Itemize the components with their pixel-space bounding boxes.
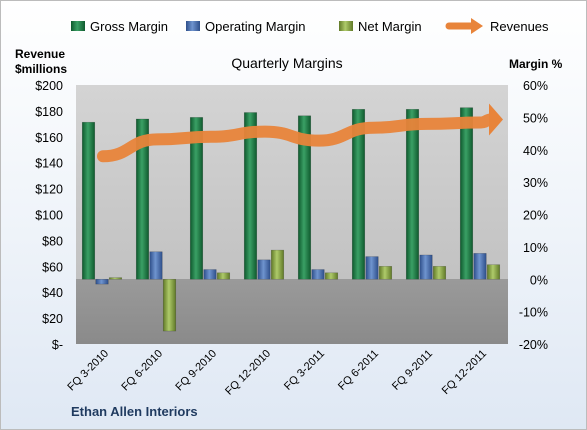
left-tick-label: $60 [42,260,63,274]
bars [81,107,501,332]
category-label: FQ 9-2010 [173,348,219,394]
left-tick-label: $100 [35,209,63,223]
revenues-line [97,113,497,163]
right-tick-label: 10% [523,241,548,255]
right-tick-label: -20% [519,338,548,352]
net-margin-bar [162,278,177,332]
left-axis-ticks: $- $20 $40 $60 $80 $100 $120 $140 $160 $180 $200 [35,79,63,352]
category-labels: FQ 3-2010 FQ 6-2010 FQ 9-2010 FQ 12-2010 FQ … [65,348,489,398]
legend-swatch-operating-margin [186,21,200,31]
operating-margin-bar [473,253,487,280]
gross-margin-bar [297,115,312,280]
category-label: FQ 12-2010 [223,348,273,398]
gross-margin-bar [189,117,204,280]
net-margin-bar [108,277,123,280]
net-margin-bar [216,272,231,280]
category-label: FQ 9-2011 [390,348,435,393]
left-axis-label-line1: Revenue [15,47,65,61]
right-tick-label: -10% [519,306,548,320]
legend-label-net-margin: Net Margin [358,19,422,34]
legend-label-revenues: Revenues [490,19,549,34]
legend-swatch-net-margin [339,21,353,31]
right-axis-label: Margin % [509,57,563,71]
operating-margin-bar [419,254,433,280]
right-tick-label: 50% [523,111,548,125]
left-tick-label: $180 [35,105,63,119]
right-tick-label: 60% [523,79,548,93]
category-label: FQ 3-2011 [282,348,327,393]
left-tick-label: $160 [35,131,63,145]
category-label: FQ 6-2010 [119,348,165,394]
net-margin-bar [324,272,339,280]
left-tick-label: $120 [35,183,63,197]
chart-title: Quarterly Margins [231,55,342,71]
net-margin-bar [378,265,393,280]
gross-margin-bar [243,112,258,280]
revenues-arrowhead [489,103,503,136]
right-axis-ticks: -20% -10% 0% 10% 20% 30% 40% 50% 60% [519,79,548,352]
right-tick-label: 0% [530,273,548,287]
net-margin-bar [270,249,285,280]
legend-label-operating-margin: Operating Margin [205,19,305,34]
operating-margin-bar [95,278,109,285]
operating-margin-bar [149,251,163,280]
category-label: FQ 3-2010 [65,348,111,394]
net-margin-bar [432,265,447,280]
operating-margin-bar [257,259,271,280]
footer-company-name: Ethan Allen Interiors [71,404,198,419]
left-tick-label: $40 [42,286,63,300]
left-tick-label: $200 [35,79,63,93]
gross-margin-bar [81,121,96,280]
operating-margin-bar [203,269,217,280]
operating-margin-bar [311,269,325,280]
legend-swatch-gross-margin [71,21,85,31]
right-tick-label: 20% [523,209,548,223]
category-label: FQ 12-2011 [440,348,489,397]
legend: Gross Margin Operating Margin Net Margin… [71,18,549,34]
left-tick-label: $80 [42,234,63,248]
revenue-trend [97,103,503,163]
right-tick-label: 30% [523,176,548,190]
gross-margin-bar [405,108,420,280]
gross-margin-bar [351,108,366,280]
operating-margin-bar [365,256,379,280]
left-tick-label: $- [52,338,63,352]
gross-margin-bar [459,107,474,280]
legend-label-gross-margin: Gross Margin [90,19,168,34]
legend-arrowhead-revenues [471,18,483,34]
left-tick-label: $20 [42,312,63,326]
right-tick-label: 40% [523,144,548,158]
category-label: FQ 6-2011 [336,348,381,393]
gross-margin-bar [135,118,150,280]
net-margin-bar [486,264,501,280]
plot-area-negative [76,279,508,344]
left-tick-label: $140 [35,157,63,171]
left-axis-label-line2: $millions [15,62,67,76]
